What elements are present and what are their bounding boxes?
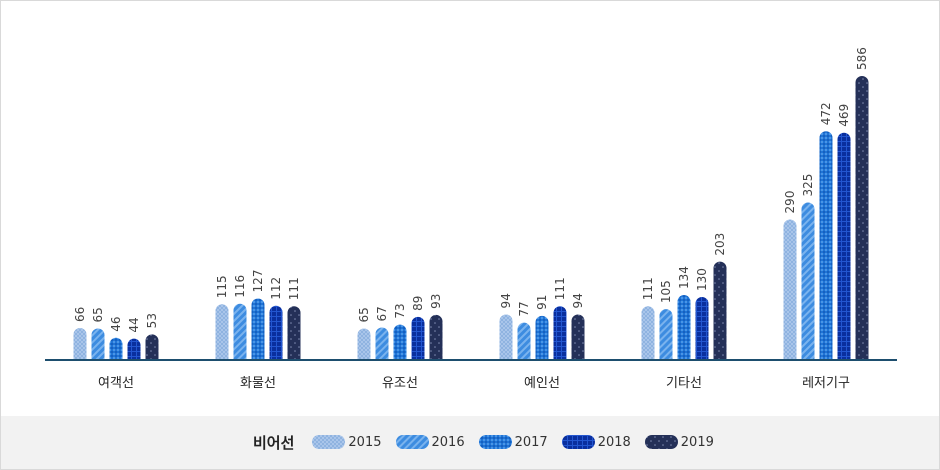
bar-여객선-2016 — [91, 328, 105, 360]
value-label-레저기구-2017: 472 — [819, 102, 833, 125]
value-label-예인선-2015: 94 — [499, 293, 513, 308]
bar-화물선-2019 — [287, 306, 301, 360]
value-label-여객선-2018: 44 — [127, 317, 141, 332]
bar-기타선-2018 — [695, 296, 709, 360]
legend-swatch-2019 — [644, 435, 678, 449]
legend-swatch-2016 — [395, 435, 429, 449]
legend-label-2017: 2017 — [514, 434, 548, 450]
bar-기타선-2017 — [677, 295, 691, 360]
value-label-유조선-2017: 73 — [393, 303, 407, 318]
bar-유조선-2018 — [411, 316, 425, 360]
bar-예인선-2016 — [517, 322, 531, 360]
value-label-기타선-2019: 203 — [713, 233, 727, 256]
category-labels-layer: 여객선 화물선 유조선 예인선 기타선 레저기구 — [98, 376, 850, 391]
bar-여객선-2017 — [109, 337, 123, 360]
value-label-기타선-2015: 111 — [641, 277, 655, 300]
bar-예인선-2018 — [553, 306, 567, 360]
bar-기타선-2016 — [659, 309, 673, 360]
category-label-화물선: 화물선 — [240, 376, 276, 391]
value-label-화물선-2018: 112 — [269, 277, 283, 300]
bar-유조선-2016 — [375, 327, 389, 360]
value-labels-layer: 66 65 46 44 53 115 116 127 112 111 65 67 73 89 93 94 77 9… — [73, 47, 869, 333]
bar-기타선-2019 — [713, 261, 727, 360]
legend-swatch-2017 — [478, 435, 512, 449]
legend-title: 비어선 — [253, 433, 295, 452]
bar-화물선-2018 — [269, 305, 283, 360]
legend-item-2016: 2016 — [395, 434, 465, 450]
legend: 비어선 2015 2016 2017 2018 2019 — [1, 416, 939, 469]
legend-label-2015: 2015 — [348, 434, 382, 450]
bar-화물선-2016 — [233, 303, 247, 360]
bar-예인선-2017 — [535, 315, 549, 360]
bar-기타선-2015 — [641, 306, 655, 360]
value-label-기타선-2016: 105 — [659, 280, 673, 303]
value-label-예인선-2019: 94 — [571, 293, 585, 308]
legend-item-2019: 2019 — [644, 434, 714, 450]
value-label-화물선-2016: 116 — [233, 275, 247, 298]
value-label-레저기구-2015: 290 — [783, 191, 797, 214]
value-label-유조선-2015: 65 — [357, 307, 371, 322]
legend-item-2017: 2017 — [478, 434, 548, 450]
category-label-예인선: 예인선 — [524, 376, 560, 391]
bar-여객선-2018 — [127, 338, 141, 360]
bar-여객선-2019 — [145, 334, 159, 360]
bar-유조선-2015 — [357, 328, 371, 360]
category-label-유조선: 유조선 — [382, 376, 418, 391]
bar-유조선-2017 — [393, 324, 407, 360]
value-label-유조선-2018: 89 — [411, 296, 425, 311]
value-label-기타선-2017: 134 — [677, 266, 691, 289]
value-label-화물선-2019: 111 — [287, 277, 301, 300]
bar-화물선-2017 — [251, 298, 265, 360]
category-label-기타선: 기타선 — [666, 376, 702, 391]
bar-유조선-2019 — [429, 314, 443, 360]
legend-inner: 비어선 2015 2016 2017 2018 2019 — [253, 430, 728, 454]
legend-label-2016: 2016 — [431, 434, 465, 450]
bar-레저기구-2018 — [837, 132, 851, 360]
bar-화물선-2015 — [215, 304, 229, 360]
value-label-예인선-2016: 77 — [517, 301, 531, 316]
value-label-여객선-2017: 46 — [109, 316, 123, 331]
value-label-화물선-2015: 115 — [215, 275, 229, 298]
value-label-여객선-2019: 53 — [145, 313, 159, 328]
bar-레저기구-2017 — [819, 131, 833, 360]
legend-items: 2015 2016 2017 2018 2019 — [312, 435, 727, 450]
legend-item-2015: 2015 — [312, 434, 382, 450]
bar-레저기구-2019 — [855, 76, 869, 360]
value-label-화물선-2017: 127 — [251, 270, 265, 293]
value-label-여객선-2015: 66 — [73, 307, 87, 322]
category-label-여객선: 여객선 — [98, 376, 134, 391]
legend-swatch-2015 — [312, 435, 346, 449]
value-label-레저기구-2018: 469 — [837, 104, 851, 127]
value-label-기타선-2018: 130 — [695, 268, 709, 291]
bar-chart: 66 65 46 44 53 115 116 127 112 111 65 67 73 89 93 94 77 9… — [45, 47, 897, 391]
value-label-예인선-2017: 91 — [535, 295, 549, 310]
legend-swatch-2018 — [561, 435, 595, 449]
legend-label-2019: 2019 — [680, 434, 714, 450]
bars-layer — [73, 76, 869, 360]
bar-예인선-2015 — [499, 314, 513, 360]
bar-여객선-2015 — [73, 328, 87, 360]
bar-예인선-2019 — [571, 314, 585, 360]
category-label-레저기구: 레저기구 — [802, 376, 850, 391]
legend-label-2018: 2018 — [597, 434, 631, 450]
bar-레저기구-2016 — [801, 202, 815, 360]
value-label-예인선-2018: 111 — [553, 277, 567, 300]
legend-item-2018: 2018 — [561, 434, 631, 450]
value-label-여객선-2016: 65 — [91, 307, 105, 322]
value-label-레저기구-2019: 586 — [855, 47, 869, 70]
value-label-레저기구-2016: 325 — [801, 174, 815, 197]
bar-레저기구-2015 — [783, 219, 797, 360]
value-label-유조선-2016: 67 — [375, 306, 389, 321]
value-label-유조선-2019: 93 — [429, 294, 443, 309]
